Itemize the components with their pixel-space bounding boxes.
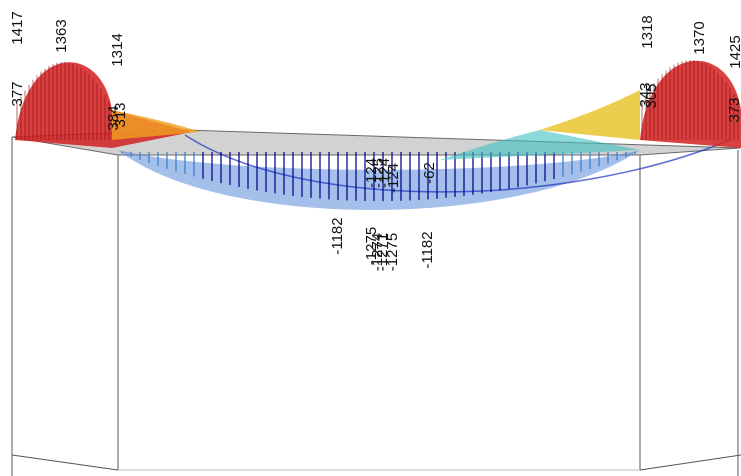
- value-label: 305: [643, 83, 660, 108]
- value-label: 377: [9, 81, 26, 106]
- transition-surface: [112, 110, 200, 140]
- value-label: 1425: [727, 35, 741, 68]
- value-label: -125: [370, 158, 387, 188]
- value-label: 1370: [691, 21, 708, 54]
- value-label: 313: [112, 102, 129, 127]
- value-label: -1274: [369, 233, 386, 271]
- frame-edge: [11, 454, 119, 471]
- value-label: -1182: [419, 231, 436, 268]
- value-label: 1417: [9, 11, 26, 44]
- value-label: -1182: [329, 217, 346, 254]
- value-label: 373: [726, 97, 741, 122]
- support-surface: [640, 60, 741, 148]
- value-label: -124: [376, 158, 393, 188]
- value-label: 1314: [109, 33, 126, 66]
- frame-edge: [639, 454, 741, 471]
- value-label: 343: [637, 82, 654, 107]
- value-label: -1275: [384, 233, 401, 271]
- value-label: -124: [385, 163, 402, 193]
- frame: [11, 137, 741, 476]
- diagram-shapes: [11, 60, 741, 210]
- value-label: -1275: [363, 227, 380, 265]
- value-label: 1363: [53, 19, 70, 52]
- value-label: -62: [421, 162, 438, 184]
- value-label: -124: [363, 158, 380, 188]
- transition-surface: [440, 130, 640, 160]
- value-label: 384: [105, 105, 122, 130]
- value-label: -1271: [374, 233, 391, 271]
- sag-surface: [118, 150, 640, 210]
- value-label: 1318: [639, 15, 656, 48]
- transition-surface: [540, 90, 640, 140]
